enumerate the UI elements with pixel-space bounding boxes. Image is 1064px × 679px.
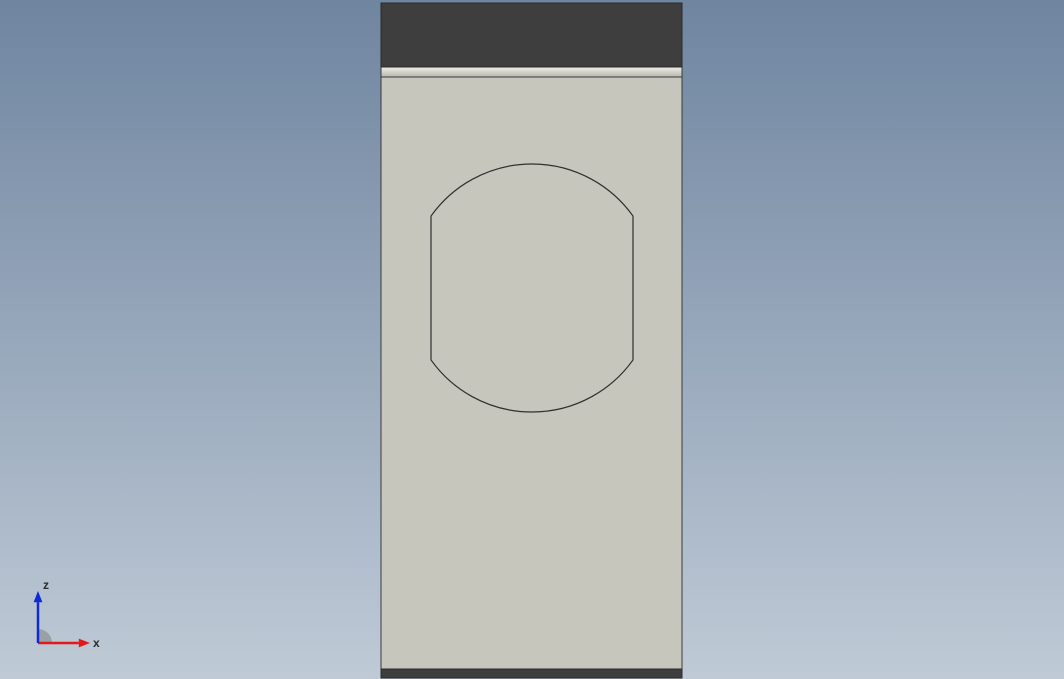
part-front-view — [0, 0, 1064, 679]
axis-z-arrowhead — [34, 591, 43, 602]
model-layer — [0, 0, 1064, 679]
part-bottom-cap — [381, 669, 682, 678]
axis-triad[interactable]: x z — [24, 577, 104, 657]
axis-x-label: x — [93, 636, 100, 650]
triad-origin-arc — [38, 629, 52, 643]
part-top-cap — [381, 3, 682, 67]
part-top-bevel — [381, 67, 682, 77]
part-bore-outline — [431, 164, 633, 412]
axis-x-arrowhead — [79, 639, 90, 648]
axis-z-label: z — [43, 578, 49, 592]
cad-viewport[interactable]: x z — [0, 0, 1064, 679]
